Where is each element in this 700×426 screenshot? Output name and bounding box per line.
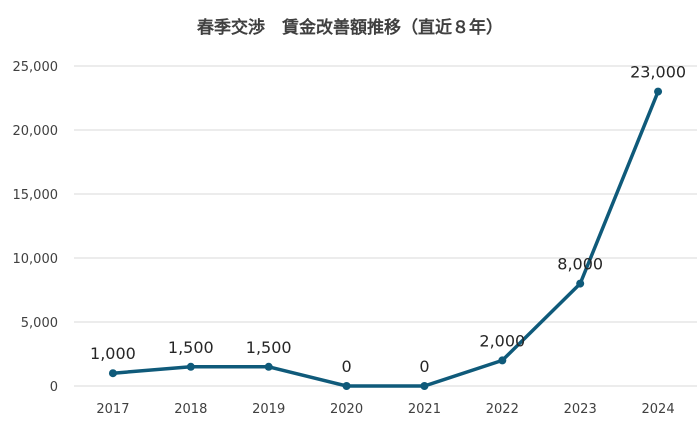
series-layer: [108, 87, 663, 390]
x-axis-ticks: 2017 2018 2019 2020 2021 2022 2023 2024: [96, 402, 674, 417]
data-point: [342, 382, 351, 390]
x-tick-label: 2018: [174, 402, 207, 417]
data-point: [108, 369, 117, 378]
data-point: [186, 362, 195, 371]
x-tick-label: 2024: [642, 402, 675, 417]
data-point: [264, 362, 273, 371]
gridlines: [74, 65, 697, 387]
data-label: 2,000: [479, 331, 525, 350]
data-label: 0: [341, 357, 351, 376]
x-tick-label: 2021: [408, 402, 441, 417]
chart-title: 春季交渉 賃金改善額推移（直近８年）: [197, 17, 503, 38]
x-tick-label: 2019: [252, 402, 285, 417]
data-point: [576, 279, 585, 288]
data-label: 23,000: [630, 63, 686, 82]
data-label: 1,000: [90, 344, 136, 363]
y-tick-label: 15,000: [13, 188, 59, 203]
y-tick-label: 0: [50, 380, 58, 395]
data-label: 8,000: [557, 255, 603, 274]
data-label: 1,500: [246, 338, 292, 357]
y-tick-label: 20,000: [13, 124, 59, 139]
data-labels: 1,000 1,500 1,500 0 0 2,000 8,000 23,000: [90, 63, 686, 376]
series-line: [111, 89, 660, 388]
data-point: [420, 382, 429, 390]
x-tick-label: 2022: [486, 402, 519, 417]
data-point: [498, 356, 507, 365]
x-tick-label: 2023: [564, 402, 597, 417]
x-tick-label: 2017: [96, 402, 129, 417]
data-point: [654, 87, 663, 96]
x-tick-label: 2020: [330, 402, 363, 417]
y-tick-label: 5,000: [21, 316, 58, 331]
y-tick-label: 25,000: [13, 60, 59, 75]
data-label: 0: [419, 357, 429, 376]
y-tick-label: 10,000: [13, 252, 59, 267]
y-axis-ticks: 0 5,000 10,000 15,000 20,000 25,000: [13, 60, 59, 395]
data-label: 1,500: [168, 338, 214, 357]
